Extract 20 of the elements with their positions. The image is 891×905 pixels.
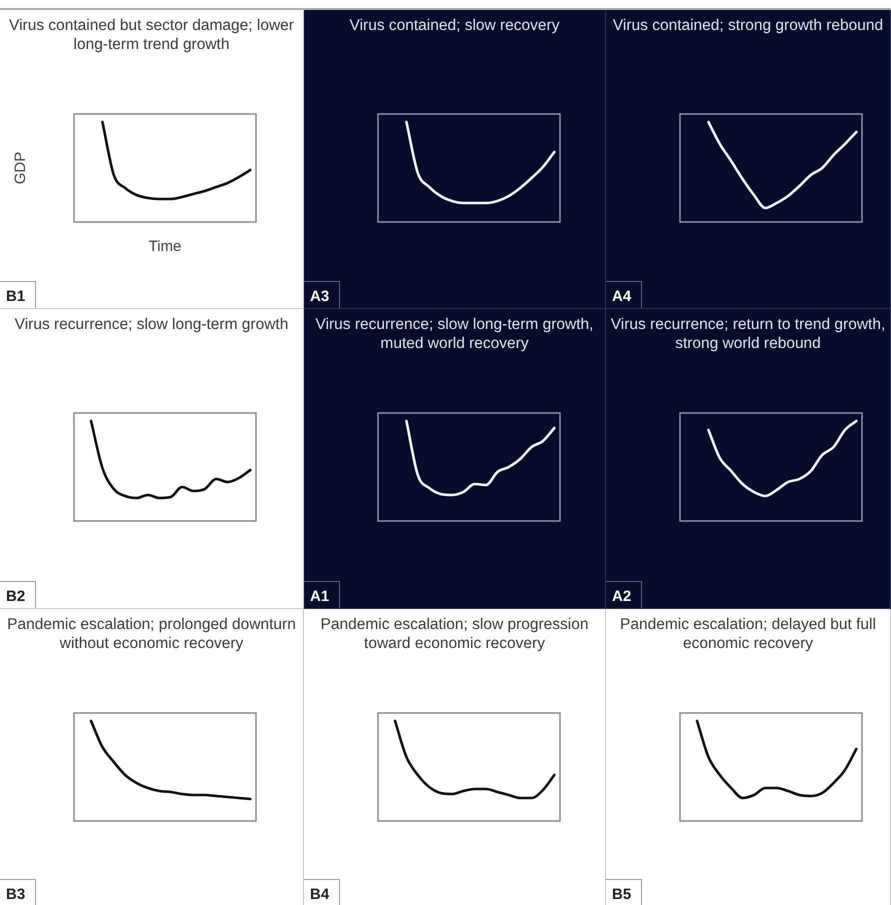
chart-title: Virus recurrence; return to trend growth, strong world rebound	[610, 315, 886, 354]
chart-title: Virus contained; slow recovery	[348, 16, 560, 36]
chart-title: Pandemic escalation; delayed but full economic recovery	[619, 615, 877, 654]
y-axis-title: GDP	[12, 152, 30, 184]
x-axis-title: Time	[148, 238, 182, 256]
chart-title: Pandemic escalation; slow progression toward economic recovery	[320, 615, 590, 654]
chart-title: Virus recurrence; slow long-term growth	[14, 315, 290, 335]
chart-title: Pandemic escalation; prolonged downturn without economic recovery	[6, 615, 297, 654]
text: A2	[606, 581, 642, 608]
chart-title: Virus contained but sector damage; lower long-term trend growth	[8, 16, 295, 55]
text: A1	[304, 581, 340, 608]
chart-title: Virus contained; strong growth rebound	[612, 16, 884, 36]
text: B4	[304, 879, 340, 905]
text: B1	[0, 281, 36, 308]
chart-title: Virus recurrence; slow long-term growth, muted world recovery	[314, 315, 594, 354]
text: B2	[0, 581, 36, 608]
text: B3	[0, 879, 36, 905]
text: B5	[606, 879, 642, 905]
text: A4	[606, 281, 642, 308]
text: A3	[304, 281, 340, 308]
